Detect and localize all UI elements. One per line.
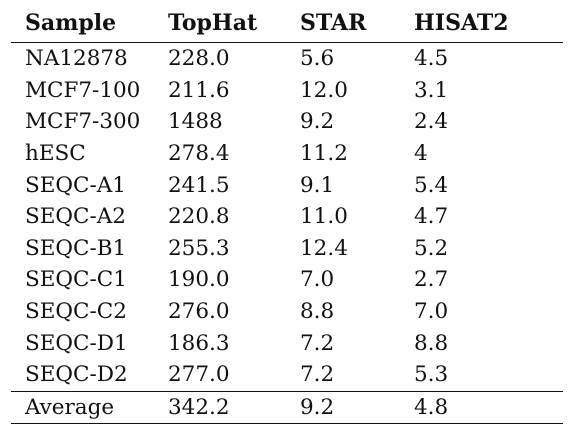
results-table: Sample TopHat STAR HISAT2 NA12878 228.0 5.… <box>11 0 563 424</box>
cell-sample: SEQC-A2 <box>25 204 126 230</box>
table-footer: Average 342.2 9.2 4.8 <box>11 392 563 423</box>
table-row: hESC 278.4 11.2 4 <box>11 138 563 170</box>
table-row: MCF7-300 1488 9.2 2.4 <box>11 106 563 138</box>
average-row: Average 342.2 9.2 4.8 <box>11 392 563 423</box>
table-row: SEQC-D2 277.0 7.2 5.3 <box>11 359 563 391</box>
cell-tophat: 190.0 <box>168 267 230 293</box>
cell-tophat: 277.0 <box>168 362 230 388</box>
table-row: SEQC-B1 255.3 12.4 5.2 <box>11 233 563 265</box>
cell-tophat: 1488 <box>168 109 223 135</box>
cell-hisat2: 2.4 <box>414 109 449 135</box>
cell-hisat2: 4.7 <box>414 204 449 230</box>
cell-sample: MCF7-300 <box>25 109 141 135</box>
cell-sample: hESC <box>25 141 86 167</box>
cell-star: 5.6 <box>300 46 335 72</box>
cell-tophat: 278.4 <box>168 141 230 167</box>
cell-hisat2: 8.8 <box>414 330 449 356</box>
cell-star: 9.1 <box>300 172 335 198</box>
table-row: SEQC-C2 276.0 8.8 7.0 <box>11 296 563 328</box>
cell-hisat2: 5.3 <box>414 362 449 388</box>
average-label: Average <box>25 394 115 420</box>
cell-hisat2: 3.1 <box>414 77 449 103</box>
cell-tophat: 228.0 <box>168 46 230 72</box>
cell-sample: NA12878 <box>25 46 128 72</box>
table-header: Sample TopHat STAR HISAT2 <box>11 0 563 42</box>
cell-sample: SEQC-D2 <box>25 362 128 388</box>
cell-sample: SEQC-A1 <box>25 172 126 198</box>
average-star: 9.2 <box>300 394 335 420</box>
cell-tophat: 186.3 <box>168 330 230 356</box>
table-row: NA12878 228.0 5.6 4.5 <box>11 43 563 75</box>
header-tophat: TopHat <box>168 10 258 36</box>
cell-star: 8.8 <box>300 299 335 325</box>
cell-hisat2: 4 <box>414 141 428 167</box>
cell-hisat2: 2.7 <box>414 267 449 293</box>
cell-tophat: 276.0 <box>168 299 230 325</box>
cell-hisat2: 4.5 <box>414 46 449 72</box>
footer-rule <box>11 390 563 392</box>
average-hisat2: 4.8 <box>414 394 449 420</box>
cell-sample: SEQC-C1 <box>25 267 127 293</box>
header-hisat2: HISAT2 <box>414 10 509 36</box>
table-row: SEQC-A2 220.8 11.0 4.7 <box>11 201 563 233</box>
cell-sample: SEQC-C2 <box>25 299 127 325</box>
cell-tophat: 255.3 <box>168 235 230 261</box>
cell-star: 7.2 <box>300 330 335 356</box>
header-star: STAR <box>300 10 367 36</box>
table-row: SEQC-A1 241.5 9.1 5.4 <box>11 169 563 201</box>
table-row: SEQC-D1 186.3 7.2 8.8 <box>11 327 563 359</box>
header-row: Sample TopHat STAR HISAT2 <box>11 0 563 42</box>
cell-tophat: 241.5 <box>168 172 230 198</box>
header-sample: Sample <box>25 10 117 36</box>
cell-star: 7.0 <box>300 267 335 293</box>
average-tophat: 342.2 <box>168 394 230 420</box>
cell-tophat: 220.8 <box>168 204 230 230</box>
cell-star: 12.0 <box>300 77 348 103</box>
cell-star: 11.2 <box>300 141 348 167</box>
cell-star: 7.2 <box>300 362 335 388</box>
cell-star: 9.2 <box>300 109 335 135</box>
cell-star: 11.0 <box>300 204 348 230</box>
cell-tophat: 211.6 <box>168 77 230 103</box>
table-body: NA12878 228.0 5.6 4.5 MCF7-100 211.6 12.0 3.1 MC… <box>11 43 563 391</box>
cell-sample: SEQC-B1 <box>25 235 127 261</box>
table-row: MCF7-100 211.6 12.0 3.1 <box>11 75 563 107</box>
cell-star: 12.4 <box>300 235 348 261</box>
table-row: SEQC-C1 190.0 7.0 2.7 <box>11 264 563 296</box>
cell-sample: MCF7-100 <box>25 77 141 103</box>
cell-sample: SEQC-D1 <box>25 330 128 356</box>
cell-hisat2: 5.4 <box>414 172 449 198</box>
cell-hisat2: 7.0 <box>414 299 449 325</box>
bottom-rule <box>11 422 563 424</box>
header-rule <box>11 42 563 43</box>
cell-hisat2: 5.2 <box>414 235 449 261</box>
